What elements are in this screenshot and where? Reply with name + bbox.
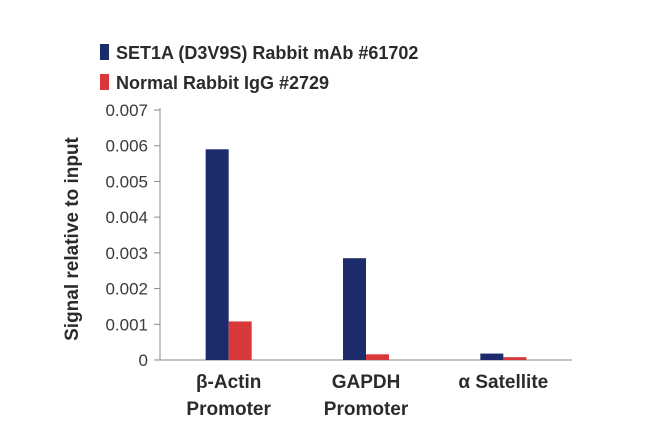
bar-1-cat-1 <box>205 149 229 360</box>
y-tick-label: 0.007 <box>105 101 148 120</box>
y-tick-label: 0 <box>139 351 148 370</box>
legend-label-1: SET1A (D3V9S) Rabbit mAb #61702 <box>116 43 418 63</box>
bar-2-cat-1 <box>228 321 252 360</box>
bar-1-cat-3 <box>480 353 504 360</box>
y-tick-label: 0.001 <box>105 315 148 334</box>
y-axis-title: Signal relative to input <box>62 136 83 340</box>
bar-2-cat-2 <box>366 354 389 360</box>
legend-swatch-2 <box>100 74 109 90</box>
legend-swatch-1 <box>100 44 109 60</box>
y-tick-label: 0.004 <box>105 208 148 227</box>
x-tick-label: α Satellite <box>458 372 548 393</box>
x-tick-label: β-Actin <box>196 372 261 393</box>
y-tick-label: 0.003 <box>105 244 148 263</box>
x-tick-label: Promoter <box>324 399 409 420</box>
bar-1-cat-2 <box>343 258 366 360</box>
x-tick-label: Promoter <box>186 399 271 420</box>
legend-label-2: Normal Rabbit IgG #2729 <box>116 73 329 93</box>
y-tick-label: 0.002 <box>105 280 148 299</box>
y-tick-label: 0.006 <box>105 137 148 156</box>
x-tick-label: GAPDH <box>332 372 401 393</box>
y-tick-label: 0.005 <box>105 172 148 191</box>
bar-2-cat-3 <box>503 357 527 360</box>
